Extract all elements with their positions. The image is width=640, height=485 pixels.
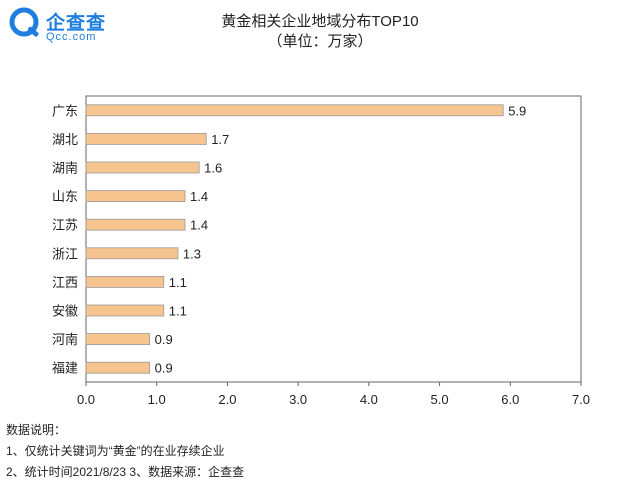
category-label: 河南 xyxy=(52,332,78,347)
bar xyxy=(85,247,179,260)
data-notes: 数据说明： 1、仅统计关键词为“黄金”的在业存续企业 2、统计时间2021/8/… xyxy=(6,420,244,483)
bar xyxy=(85,218,186,231)
brand-logo: 企查查 Qcc.com xyxy=(8,6,120,46)
data-label: 1.4 xyxy=(190,189,208,204)
x-tick-label: 4.0 xyxy=(360,392,378,407)
category-label: 广东 xyxy=(52,103,78,118)
bar xyxy=(85,190,186,203)
data-label: 1.6 xyxy=(204,161,222,176)
x-tick-label: 2.0 xyxy=(218,392,236,407)
category-label: 湖南 xyxy=(52,161,78,176)
bar xyxy=(85,333,151,346)
data-label: 1.1 xyxy=(169,275,187,290)
x-tick-label: 5.0 xyxy=(431,392,449,407)
data-label: 1.3 xyxy=(183,246,201,261)
bar xyxy=(85,104,504,117)
bar xyxy=(85,361,151,374)
data-label: 0.9 xyxy=(155,332,173,347)
category-label: 山东 xyxy=(52,189,78,204)
bar xyxy=(85,161,200,174)
category-label: 江苏 xyxy=(52,218,78,233)
x-tick-label: 0.0 xyxy=(77,392,95,407)
x-tick-label: 1.0 xyxy=(148,392,166,407)
x-tick-label: 3.0 xyxy=(289,392,307,407)
notes-line-1: 1、仅统计关键词为“黄金”的在业存续企业 xyxy=(6,444,225,458)
bar xyxy=(85,132,207,145)
x-tick-label: 6.0 xyxy=(501,392,519,407)
category-label: 福建 xyxy=(52,361,78,376)
category-label: 湖北 xyxy=(52,132,78,147)
category-label: 江西 xyxy=(52,275,78,290)
data-label: 1.1 xyxy=(169,304,187,319)
data-label: 1.7 xyxy=(211,132,229,147)
brand-name: 企查查 xyxy=(46,13,107,34)
bar xyxy=(85,304,165,317)
notes-heading: 数据说明： xyxy=(6,423,67,437)
category-label: 浙江 xyxy=(52,246,78,261)
data-label: 0.9 xyxy=(155,361,173,376)
data-label: 1.4 xyxy=(190,218,208,233)
brand-domain: Qcc.com xyxy=(46,31,97,43)
category-label: 安徽 xyxy=(52,304,78,319)
chart-title: 黄金相关企业地域分布TOP10 xyxy=(221,13,419,30)
notes-line-2: 2、统计时间2021/8/23 3、数据来源：企查查 xyxy=(6,465,245,479)
x-tick-label: 7.0 xyxy=(572,392,590,407)
bar-chart: 广东 5.9 湖北 1.7 湖南 1.6 山东 1.4 江苏 1.4 浙江 1.3 江西 1.1 安徽 1.1… xyxy=(52,95,590,407)
plot-frame xyxy=(85,95,582,383)
data-label: 5.9 xyxy=(508,103,526,118)
qcc-logo-icon xyxy=(9,7,39,37)
chart-subtitle: （单位：万家） xyxy=(267,33,373,50)
bar xyxy=(85,275,165,288)
